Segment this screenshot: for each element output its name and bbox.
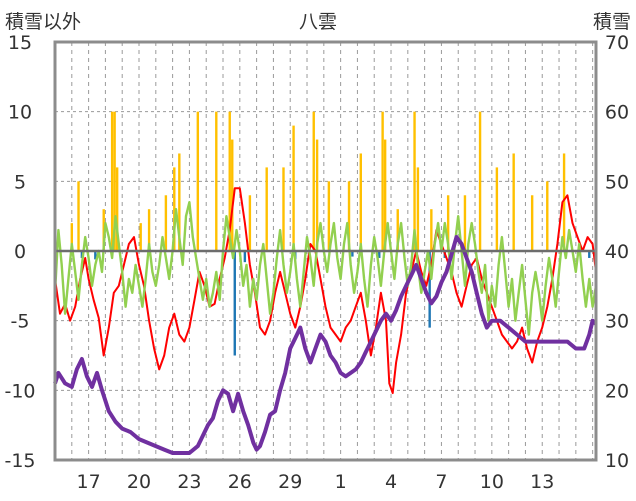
snowfall-bar bbox=[282, 167, 285, 251]
x-tick-label: 17 bbox=[77, 471, 101, 493]
y-left-tick-label: -15 bbox=[4, 450, 35, 472]
y-left-tick-label: 0 bbox=[14, 241, 26, 263]
precip_negative-bar bbox=[243, 251, 247, 263]
snowfall-bar bbox=[77, 181, 80, 251]
precip_negative-bar bbox=[378, 251, 381, 258]
y-right-tick-label: 10 bbox=[605, 450, 629, 472]
y-right-tick-label: 30 bbox=[605, 311, 629, 333]
y-left-tick-label: 15 bbox=[8, 32, 32, 54]
x-tick-label: 4 bbox=[385, 471, 397, 493]
plot-frame bbox=[53, 40, 598, 462]
y-left-tick-label: -5 bbox=[11, 311, 30, 333]
x-tick-label: 23 bbox=[177, 471, 201, 493]
snowfall-bar bbox=[147, 209, 151, 251]
y-right-tick-label: 20 bbox=[605, 380, 629, 402]
snowfall-bar bbox=[327, 181, 331, 251]
y-right-axis-label: 積雪 bbox=[593, 11, 631, 33]
snowfall-bar bbox=[231, 139, 234, 251]
y-right-ticks: 70 60 50 40 30 20 10 bbox=[605, 32, 629, 472]
x-tick-label: 10 bbox=[480, 471, 504, 493]
y-left-tick-label: -10 bbox=[4, 380, 35, 402]
snowfall-bar bbox=[70, 223, 74, 251]
snowfall-bar bbox=[383, 139, 387, 251]
precip_negative-bar bbox=[80, 251, 84, 258]
x-tick-label: 29 bbox=[278, 471, 302, 493]
line-series bbox=[53, 187, 598, 455]
precip_negative-bar bbox=[588, 251, 591, 258]
snowfall-bar bbox=[562, 153, 566, 251]
snowfall-bar bbox=[292, 125, 295, 251]
snowfall-bar bbox=[173, 167, 176, 251]
snowfall-bar bbox=[347, 181, 351, 251]
snowfall-bar bbox=[228, 111, 231, 252]
snowfall-bar bbox=[196, 111, 200, 252]
x-tick-label: 7 bbox=[435, 471, 447, 493]
precip_negative-bar bbox=[233, 251, 236, 356]
humidity_like-line bbox=[53, 200, 598, 336]
y-left-axis-label: 積雪以外 bbox=[5, 11, 81, 33]
y-left-tick-label: 5 bbox=[14, 171, 26, 193]
y-right-tick-label: 40 bbox=[605, 241, 629, 263]
y-left-ticks: 15 10 5 0 -5 -10 -15 bbox=[4, 32, 35, 472]
x-tick-label: 26 bbox=[228, 471, 252, 493]
snowfall-bar bbox=[546, 181, 549, 251]
snowfall-bar bbox=[139, 223, 142, 251]
x-tick-label: 13 bbox=[530, 471, 554, 493]
bar-series bbox=[55, 111, 591, 356]
snowfall-bar bbox=[110, 111, 114, 252]
snowfall-bar bbox=[430, 209, 433, 251]
snowfall-bar bbox=[446, 195, 450, 251]
y-right-tick-label: 70 bbox=[605, 32, 629, 54]
snowfall-bar bbox=[495, 167, 499, 251]
snowfall-bar bbox=[248, 195, 252, 251]
snowfall-bar bbox=[164, 195, 168, 251]
snowfall-bar bbox=[359, 153, 362, 251]
snowfall-bar bbox=[315, 139, 319, 251]
snowfall-bar bbox=[265, 167, 268, 251]
snowfall-bar bbox=[413, 111, 416, 252]
snowfall-bar bbox=[178, 153, 181, 251]
snowfall-bar bbox=[381, 111, 384, 252]
snowfall-bar bbox=[396, 209, 399, 251]
snowfall-bar bbox=[463, 195, 467, 251]
x-ticks: 17 20 23 26 29 1 4 7 10 13 bbox=[77, 471, 555, 493]
snowfall-bar bbox=[416, 167, 420, 251]
y-right-tick-label: 50 bbox=[605, 171, 629, 193]
precip_negative-bar bbox=[428, 251, 431, 328]
chart-title-group: 八雲 積雪以外 積雪 bbox=[5, 11, 631, 33]
snowfall-bar bbox=[512, 153, 515, 251]
snowfall-bar bbox=[530, 195, 534, 251]
snowfall-bar bbox=[312, 111, 315, 252]
snowfall-bar bbox=[478, 111, 482, 252]
snow_depth-line bbox=[53, 235, 598, 455]
y-left-tick-label: 10 bbox=[8, 102, 32, 124]
x-tick-label: 1 bbox=[335, 471, 347, 493]
chart-title: 八雲 bbox=[299, 11, 337, 33]
snowfall-bar bbox=[115, 167, 119, 251]
precip_negative-bar bbox=[351, 251, 354, 257]
x-tick-label: 20 bbox=[127, 471, 151, 493]
snowfall-bar bbox=[113, 111, 116, 252]
snowfall-bar bbox=[215, 111, 218, 252]
y-right-tick-label: 60 bbox=[605, 102, 629, 124]
precip_negative-bar bbox=[94, 251, 97, 260]
